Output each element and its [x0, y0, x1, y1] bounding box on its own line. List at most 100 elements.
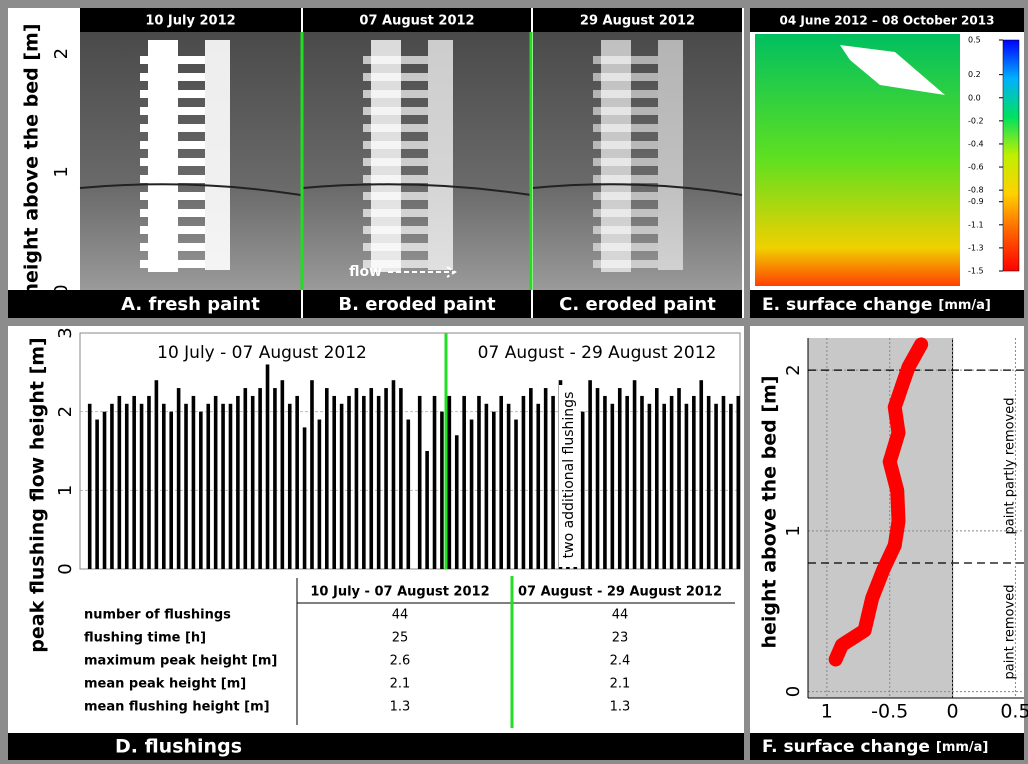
bar [199, 411, 203, 569]
y-tick-label: 0 [783, 686, 804, 697]
bar [213, 395, 218, 569]
bar [610, 403, 615, 569]
paint-rung [363, 209, 428, 217]
bar [95, 419, 99, 569]
annotation: two additional flushings [561, 392, 577, 559]
bar [514, 419, 518, 569]
bar [477, 395, 481, 569]
colorbar-tick-label: -1.1 [968, 220, 984, 229]
paint-rung [363, 175, 428, 183]
paint-rung [140, 243, 205, 251]
bar [124, 403, 129, 569]
label-bar [750, 733, 1024, 760]
paint-rung [363, 90, 428, 98]
row-label: mean flushing height [m] [84, 700, 270, 715]
bar [677, 388, 681, 569]
paint-rung [593, 226, 658, 234]
panel-label: E. surface change [mm/a] [762, 295, 991, 315]
paint-rung [593, 124, 658, 132]
profile-line [828, 337, 929, 667]
paint-rung [593, 260, 658, 268]
paint-rung [140, 260, 205, 268]
bar [699, 380, 704, 569]
paint-rung [363, 73, 428, 81]
paint-stripe [205, 40, 230, 270]
bar [440, 411, 444, 569]
bar [110, 403, 114, 569]
y-tick-label: 1 [55, 485, 76, 496]
x-tick-label: -0.5 [871, 701, 908, 723]
bar [117, 395, 122, 569]
paint-stripe [428, 40, 453, 270]
y-tick-label: 3 [55, 327, 76, 338]
paint-rung [363, 260, 428, 268]
paint-rung [363, 56, 428, 64]
paint-rung [140, 73, 205, 81]
annotation: 10 July - 07 August 2012 [157, 343, 367, 363]
x-tick-label: 0.5 [1000, 701, 1028, 723]
bar [543, 388, 548, 569]
row-label: flushing time [h] [84, 631, 206, 646]
bar [206, 403, 211, 569]
y-tick-label: 2 [51, 48, 72, 59]
crack [302, 183, 532, 196]
panel-label: A. fresh paint [121, 294, 260, 315]
paint-rung [140, 158, 205, 166]
annotation-bg [559, 385, 579, 567]
bar [139, 403, 144, 569]
bar [447, 395, 452, 569]
bar [706, 395, 711, 569]
colorbar-tick-label: -0.2 [968, 116, 984, 125]
bar [332, 395, 337, 569]
label-bar [750, 290, 1024, 318]
colorbar-tick-label: -0.8 [968, 186, 984, 195]
bar [669, 395, 674, 569]
date-bar [303, 8, 531, 32]
bar [662, 403, 667, 569]
x-tick-label: 1 [821, 701, 833, 723]
label-bar [533, 290, 742, 318]
map-gap [840, 45, 945, 95]
bar [462, 395, 466, 569]
bar [280, 380, 285, 569]
bar [273, 388, 277, 569]
bar [632, 380, 637, 569]
bar [536, 403, 541, 569]
colorbar-tick-label: 0.5 [968, 36, 981, 45]
bar [228, 403, 233, 569]
label-bar [8, 290, 80, 318]
cell: 2.6 [390, 654, 411, 669]
paint-rung [593, 158, 658, 166]
y-tick-label: 0 [55, 563, 76, 574]
cell: 23 [612, 631, 629, 646]
bar [102, 411, 107, 569]
x-tick-label: 0 [947, 701, 959, 723]
bar [684, 403, 689, 569]
paint-rung [593, 107, 658, 115]
bar [491, 411, 496, 569]
colorbar-tick-label: -0.4 [968, 139, 984, 148]
chart-title: 04 June 2012 – 08 October 2013 [780, 14, 995, 28]
paint-rung [363, 243, 428, 251]
paint-rung [593, 73, 658, 81]
annotation: paint partly removed [1003, 397, 1018, 534]
label-bar [8, 733, 744, 760]
row-label: maximum peak height [m] [84, 654, 277, 669]
paint-rung [140, 141, 205, 149]
paint-rung [593, 56, 658, 64]
flow-arrow [388, 266, 457, 278]
bar [236, 395, 240, 569]
photo-date: 29 August 2012 [580, 14, 695, 29]
cell: 44 [392, 608, 409, 623]
bar [184, 403, 188, 569]
bar [454, 435, 459, 569]
bar [147, 395, 151, 569]
bar [169, 411, 174, 569]
paint-rung [593, 141, 658, 149]
paint-rung [363, 124, 428, 132]
crack [532, 183, 743, 196]
paint-rung [363, 107, 428, 115]
paint-rung [140, 175, 205, 183]
bar [295, 395, 299, 569]
y-tick-label: 2 [55, 406, 76, 417]
